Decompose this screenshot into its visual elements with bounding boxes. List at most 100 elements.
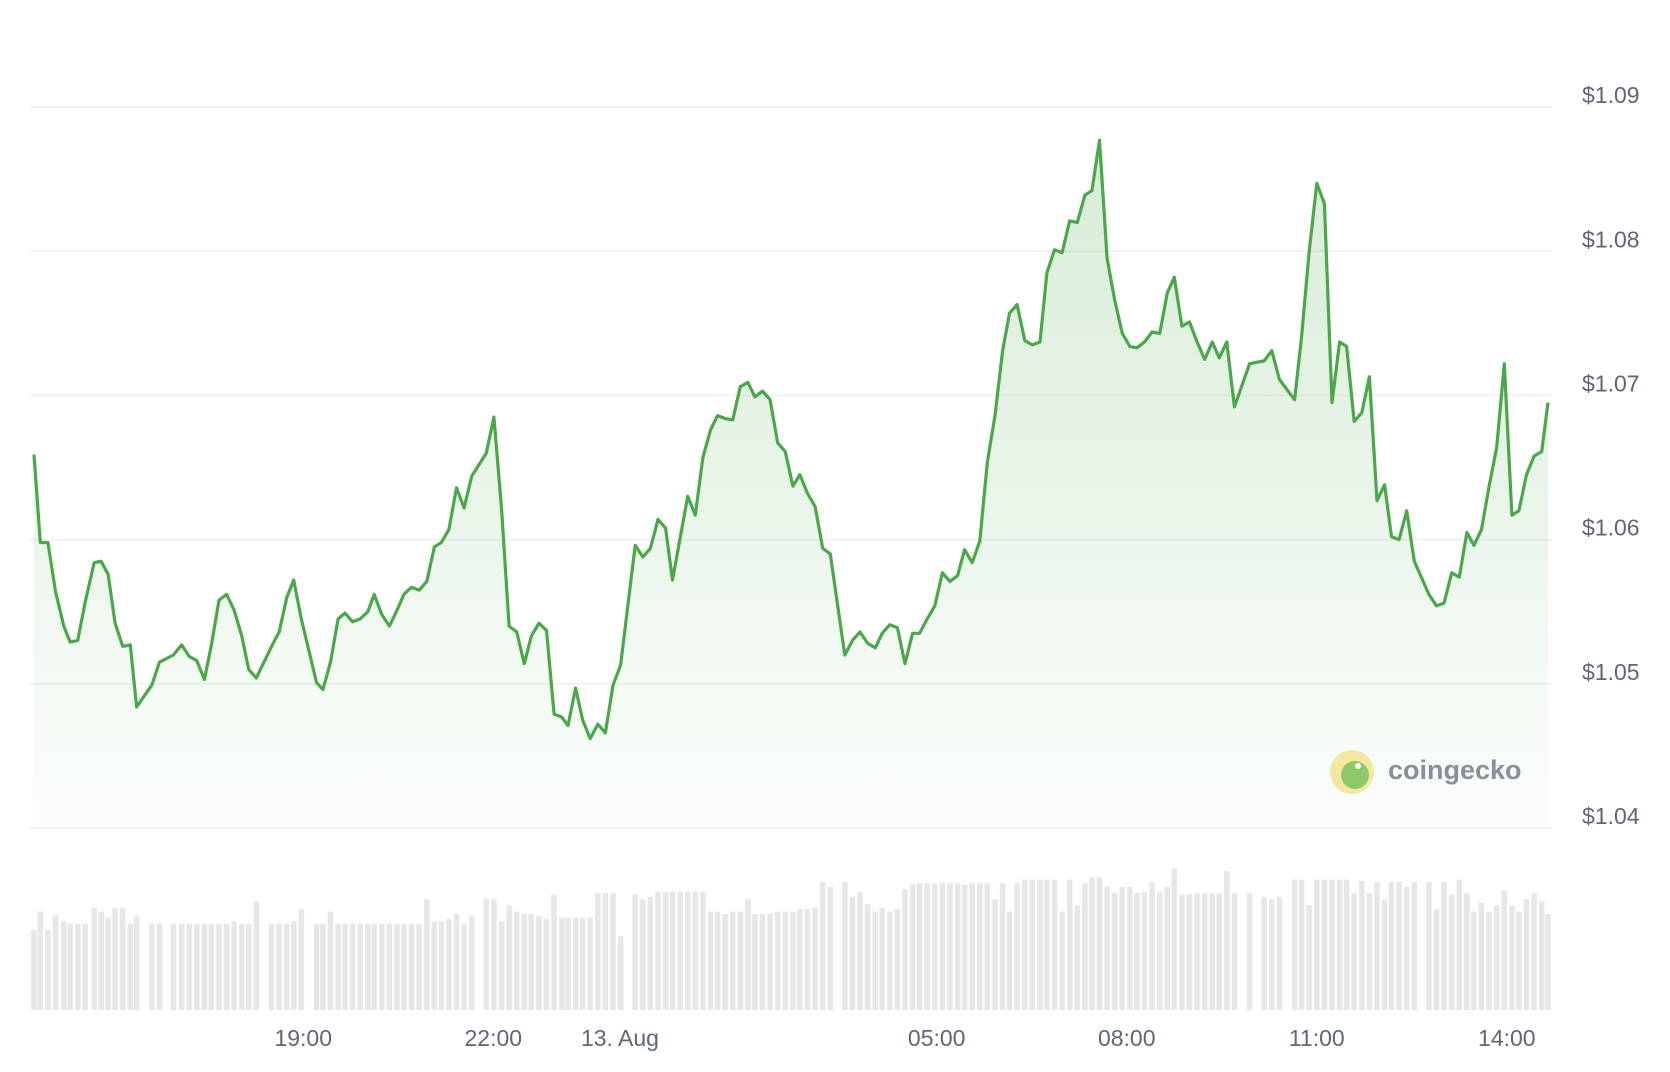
volume-bar: [1082, 883, 1088, 1010]
volume-bar: [551, 894, 557, 1010]
volume-bar: [745, 899, 751, 1010]
volume-bar: [1021, 879, 1028, 1010]
volume-bar: [491, 899, 497, 1010]
volume-bar: [655, 891, 661, 1010]
volume-bar: [1149, 882, 1155, 1010]
volume-bar: [1074, 905, 1081, 1010]
volume-bar: [386, 923, 393, 1010]
volume-bar: [894, 909, 901, 1010]
y-tick-label: $1.05: [1582, 659, 1640, 685]
volume-bar: [1464, 893, 1470, 1010]
volume-bar: [812, 907, 818, 1010]
volume-bar: [394, 923, 400, 1010]
volume-bar: [1216, 893, 1222, 1010]
volume-bar: [1358, 880, 1365, 1010]
volume-bar: [371, 923, 377, 1010]
volume-bar: [468, 916, 475, 1010]
volume-bar: [1471, 911, 1477, 1010]
volume-bar: [640, 899, 646, 1010]
volume-bar: [647, 896, 654, 1010]
volume-bar: [819, 882, 826, 1010]
volume-bar: [1486, 911, 1492, 1010]
volume-bar: [842, 882, 848, 1010]
volume-bar: [774, 911, 781, 1010]
volume-bar: [528, 914, 535, 1010]
volume-bar: [1231, 893, 1238, 1010]
volume-bar: [133, 916, 140, 1010]
watermark: coingecko: [1330, 750, 1522, 794]
volume-bar: [857, 891, 863, 1010]
volume-bar: [239, 923, 245, 1010]
volume-bar: [506, 905, 512, 1010]
volume-bar: [999, 883, 1006, 1010]
price-layer: [32, 138, 1550, 828]
volume-bar: [1209, 893, 1216, 1010]
volume-bar: [1374, 882, 1380, 1010]
volume-bar: [335, 923, 341, 1010]
volume-bar: [536, 916, 542, 1010]
x-tick-label: 13. Aug: [581, 1025, 659, 1051]
volume-bar: [790, 911, 796, 1010]
volume-bar: [909, 884, 916, 1010]
volume-bar: [1403, 886, 1410, 1010]
y-tick-label: $1.07: [1582, 370, 1640, 396]
volume-bar: [707, 911, 714, 1010]
volume-bar: [1336, 879, 1343, 1010]
volume-bar: [67, 923, 73, 1010]
volume-bar: [416, 923, 422, 1010]
volume-bar: [112, 907, 118, 1010]
volume-bar: [1111, 893, 1118, 1010]
volume-bar: [1441, 882, 1447, 1010]
volume-bar: [543, 918, 550, 1010]
volume-bar: [320, 923, 326, 1010]
x-tick-label: 22:00: [464, 1025, 522, 1051]
volume-bar: [1366, 893, 1373, 1010]
volume-bar: [1201, 893, 1208, 1010]
volume-bar: [677, 891, 683, 1010]
watermark-text: coingecko: [1388, 755, 1522, 785]
volume-layer: [31, 868, 1551, 1010]
volume-bar: [558, 917, 565, 1010]
volume-bar: [1298, 879, 1305, 1010]
volume-bar: [1037, 879, 1043, 1010]
volume-bar: [1314, 879, 1320, 1010]
volume-bar: [669, 891, 676, 1010]
volume-bar: [313, 923, 320, 1010]
volume-bar: [1194, 893, 1200, 1010]
volume-bar: [1179, 894, 1185, 1010]
volume-bar: [1411, 882, 1418, 1010]
volume-bar: [916, 883, 923, 1010]
volume-bar: [1381, 899, 1388, 1010]
volume-bar: [61, 921, 67, 1010]
volume-bar: [186, 923, 192, 1010]
volume-bar: [74, 923, 81, 1010]
y-tick-label: $1.04: [1582, 803, 1640, 829]
volume-bar: [662, 891, 669, 1010]
volume-bar: [52, 915, 59, 1010]
volume-bar: [722, 914, 728, 1010]
volume-bar: [1388, 882, 1395, 1010]
volume-bar: [1531, 893, 1537, 1010]
volume-bar: [156, 923, 163, 1010]
y-tick-label: $1.06: [1582, 515, 1640, 541]
x-tick-label: 19:00: [274, 1025, 332, 1051]
price-line: [32, 138, 1550, 741]
watermark-logo-eye: [1355, 763, 1361, 769]
volume-bar: [579, 917, 586, 1010]
volume-bar: [1141, 891, 1148, 1010]
volume-bar: [1493, 905, 1500, 1010]
volume-bar: [1509, 905, 1515, 1010]
volume-bar: [1224, 870, 1230, 1010]
volume-bar: [1029, 879, 1036, 1010]
volume-bar: [752, 914, 758, 1010]
volume-bar: [1478, 902, 1485, 1010]
volume-bar: [632, 894, 638, 1010]
volume-bar: [276, 923, 282, 1010]
volume-bar: [587, 917, 593, 1010]
volume-bar: [932, 883, 938, 1010]
volume-bar: [954, 883, 961, 1010]
volume-bar: [1538, 901, 1545, 1010]
volume-bar: [127, 923, 134, 1010]
